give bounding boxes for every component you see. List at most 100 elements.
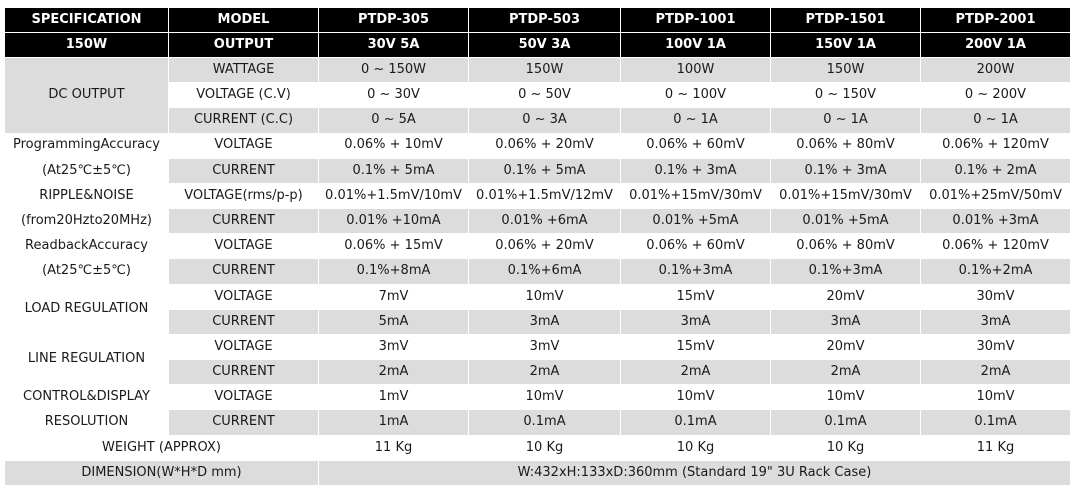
table-row: WEIGHT (APPROX) 11 Kg 10 Kg 10 Kg 10 Kg …: [4, 434, 1071, 461]
table-cell: 3mA: [920, 308, 1071, 335]
table-cell: 0 ~ 1A: [770, 107, 921, 134]
output-label: OUTPUT: [168, 32, 319, 58]
table-cell: 2mA: [620, 359, 771, 386]
table-cell: 100W: [620, 56, 771, 84]
table-cell: 3mV: [318, 333, 469, 361]
table-cell: 1mA: [318, 409, 469, 436]
table-cell: 30mV: [920, 333, 1071, 361]
section-label-ripple-noise: RIPPLE&NOISE: [4, 182, 169, 210]
table-cell: 0.1mA: [920, 409, 1071, 436]
header-row-model: SPECIFICATION MODEL PTDP-305 PTDP-503 PT…: [4, 7, 1071, 33]
table-cell: 10mV: [468, 384, 621, 411]
section-sublabel-ripple-noise: (from20Hzto20MHz): [4, 208, 169, 235]
table-cell: 2mA: [468, 359, 621, 386]
output-rating: 150V 1A: [770, 32, 921, 58]
table-cell: 0 ~ 1A: [620, 107, 771, 134]
table-row: LINE REGULATION VOLTAGE 3mV 3mV 15mV 20m…: [4, 333, 1071, 386]
table-cell: 2mA: [770, 359, 921, 386]
table-cell: 0 ~ 30V: [318, 82, 469, 109]
table-cell: 10 Kg: [770, 434, 921, 461]
table-cell: 0 ~ 3A: [468, 107, 621, 134]
model-name: PTDP-1501: [770, 7, 921, 33]
table-cell: 0.1% + 3mA: [620, 157, 771, 184]
table-cell: 0.1%+6mA: [468, 258, 621, 285]
section-label-line-regulation: LINE REGULATION: [4, 333, 169, 386]
table-cell: 0.01% +10mA: [318, 208, 469, 235]
table-cell: 2mA: [318, 359, 469, 386]
table-row: DC OUTPUT WATTAGE 0 ~ 150W 150W 100W 150…: [4, 56, 1071, 134]
table-cell: 2mA: [920, 359, 1071, 386]
table-row: CURRENT 5mA 3mA 3mA 3mA 3mA: [5, 308, 1071, 335]
table-cell: 0.01%+15mV/30mV: [770, 182, 921, 210]
param-label: VOLTAGE: [168, 233, 319, 260]
table-cell: 0 ~ 100V: [620, 82, 771, 109]
param-label: CURRENT: [168, 208, 319, 235]
table-cell: 0 ~ 1A: [920, 107, 1071, 134]
table-cell: 0.06% + 15mV: [318, 233, 469, 260]
table-cell: 0.06% + 80mV: [770, 233, 921, 260]
table-cell: 0.1% + 3mA: [770, 157, 921, 184]
table-cell: 150W: [770, 56, 921, 84]
table-cell: 20mV: [770, 333, 921, 361]
table-cell: 7mV: [318, 283, 469, 310]
table-cell: 0.1%+2mA: [920, 258, 1071, 285]
table-cell: 10 Kg: [620, 434, 771, 461]
section-sublabel-readback-accuracy: (At25℃±5℃): [4, 258, 169, 285]
table-row: ReadbackAccuracy VOLTAGE 0.06% + 15mV 0.…: [4, 233, 1071, 260]
table-cell: 15mV: [620, 333, 771, 361]
param-label: CURRENT: [168, 258, 319, 285]
table-row: DIMENSION(W*H*D mm) W:432xH:133xD:360mm …: [4, 459, 1071, 487]
section-label-dc-output: DC OUTPUT: [4, 57, 169, 134]
table-cell: 10mV: [468, 283, 621, 310]
table-cell: 0.06% + 80mV: [770, 132, 921, 159]
table-cell: 0.1% + 5mA: [318, 157, 469, 184]
table-cell: 10mV: [770, 384, 921, 411]
dimension-label: DIMENSION(W*H*D mm): [4, 459, 319, 487]
table-cell: 1mV: [318, 384, 469, 411]
table-cell: 150W: [468, 56, 621, 84]
param-label: VOLTAGE (C.V): [168, 82, 319, 109]
table-cell: 10mV: [620, 384, 771, 411]
model-name: PTDP-2001: [920, 7, 1071, 33]
table-cell: 0.1%+8mA: [318, 258, 469, 285]
table-cell: 10 Kg: [468, 434, 621, 461]
table-row: RESOLUTION CURRENT 1mA 0.1mA 0.1mA 0.1mA…: [4, 409, 1071, 436]
model-name: PTDP-305: [318, 7, 469, 33]
table-cell: 0.01%+15mV/30mV: [620, 182, 771, 210]
section-sublabel-control-display: RESOLUTION: [4, 409, 169, 436]
table-cell: 3mV: [468, 333, 621, 361]
table-cell: 0.1%+3mA: [770, 258, 921, 285]
table-cell: 0 ~ 150W: [318, 56, 469, 84]
param-label: VOLTAGE: [168, 333, 319, 361]
param-label: CURRENT: [168, 409, 319, 436]
param-label: WATTAGE: [168, 56, 319, 84]
dimension-value: W:432xH:133xD:360mm (Standard 19" 3U Rac…: [318, 459, 1071, 487]
param-label: VOLTAGE: [168, 132, 319, 159]
section-sublabel-programming-accuracy: (At25℃±5℃): [4, 157, 169, 184]
section-label-load-regulation: LOAD REGULATION: [4, 283, 169, 335]
table-cell: 0.1%+3mA: [620, 258, 771, 285]
output-rating: 100V 1A: [620, 32, 771, 58]
table-cell: 11 Kg: [318, 434, 469, 461]
param-label: VOLTAGE: [168, 283, 319, 310]
header-row-output: 150W OUTPUT 30V 5A 50V 3A 100V 1A 150V 1…: [4, 32, 1071, 58]
param-label: CURRENT: [168, 359, 319, 386]
table-cell: 0.1mA: [468, 409, 621, 436]
table-cell: 0 ~ 200V: [920, 82, 1071, 109]
table-cell: 15mV: [620, 283, 771, 310]
table-row: (At25℃±5℃) CURRENT 0.1% + 5mA 0.1% + 5mA…: [4, 157, 1071, 184]
table-cell: 0.06% + 120mV: [920, 132, 1071, 159]
table-row: ProgrammingAccuracy VOLTAGE 0.06% + 10mV…: [4, 132, 1071, 159]
param-label: VOLTAGE: [168, 384, 319, 411]
param-label: VOLTAGE(rms/p-p): [168, 182, 319, 210]
table-cell: 0.1mA: [770, 409, 921, 436]
table-cell: 0.01% +5mA: [620, 208, 771, 235]
table-row: RIPPLE&NOISE VOLTAGE(rms/p-p) 0.01%+1.5m…: [4, 182, 1071, 210]
table-cell: 3mA: [620, 308, 771, 335]
table-cell: 0 ~ 150V: [770, 82, 921, 109]
table-cell: 0.1mA: [620, 409, 771, 436]
table-cell: 0.06% + 10mV: [318, 132, 469, 159]
spec-label: SPECIFICATION: [4, 7, 169, 33]
table-cell: 0.1% + 2mA: [920, 157, 1071, 184]
output-rating: 30V 5A: [318, 32, 469, 58]
